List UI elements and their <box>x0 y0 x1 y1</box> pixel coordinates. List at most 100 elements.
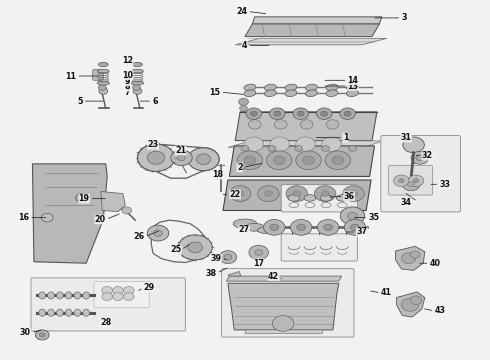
Polygon shape <box>235 39 387 45</box>
Circle shape <box>401 253 416 264</box>
Text: 17: 17 <box>253 259 264 268</box>
Circle shape <box>343 186 364 202</box>
Circle shape <box>297 111 304 116</box>
Circle shape <box>322 145 330 151</box>
Ellipse shape <box>326 90 338 96</box>
Ellipse shape <box>74 292 81 299</box>
Circle shape <box>154 230 162 236</box>
Circle shape <box>41 213 53 222</box>
Circle shape <box>321 191 329 197</box>
Circle shape <box>303 156 315 165</box>
Circle shape <box>224 254 232 260</box>
Text: 21: 21 <box>175 146 186 155</box>
Circle shape <box>410 251 420 258</box>
Text: 23: 23 <box>147 140 159 149</box>
Circle shape <box>295 145 303 151</box>
Circle shape <box>402 178 420 191</box>
Circle shape <box>123 287 134 294</box>
Circle shape <box>344 111 351 116</box>
Circle shape <box>347 212 357 220</box>
Circle shape <box>293 108 309 120</box>
Polygon shape <box>228 271 241 276</box>
Circle shape <box>188 242 202 253</box>
Polygon shape <box>245 330 323 333</box>
Text: 43: 43 <box>435 306 445 315</box>
Polygon shape <box>32 164 107 263</box>
Circle shape <box>240 105 247 111</box>
Ellipse shape <box>265 84 276 91</box>
Circle shape <box>237 151 263 170</box>
Text: 27: 27 <box>239 225 249 234</box>
Circle shape <box>196 154 211 165</box>
Text: 25: 25 <box>171 246 181 255</box>
Circle shape <box>324 224 332 230</box>
Polygon shape <box>223 180 371 211</box>
Ellipse shape <box>244 90 256 96</box>
Ellipse shape <box>305 84 318 91</box>
Circle shape <box>258 186 279 202</box>
Circle shape <box>315 186 336 202</box>
Circle shape <box>138 144 174 171</box>
Text: 30: 30 <box>20 328 31 337</box>
Ellipse shape <box>48 309 54 316</box>
Text: 36: 36 <box>343 192 355 201</box>
Text: 42: 42 <box>268 271 279 280</box>
Polygon shape <box>101 192 125 212</box>
Polygon shape <box>396 292 425 317</box>
Circle shape <box>317 108 332 120</box>
Circle shape <box>133 88 142 94</box>
Circle shape <box>248 120 261 129</box>
Circle shape <box>416 155 424 161</box>
Circle shape <box>413 179 419 183</box>
Circle shape <box>349 191 357 197</box>
Circle shape <box>133 85 141 90</box>
Circle shape <box>236 191 244 197</box>
Text: 10: 10 <box>122 71 133 80</box>
Circle shape <box>411 151 429 164</box>
Circle shape <box>229 186 251 202</box>
Circle shape <box>297 224 306 230</box>
FancyBboxPatch shape <box>281 185 357 212</box>
Circle shape <box>344 220 366 235</box>
Ellipse shape <box>131 81 144 85</box>
Circle shape <box>122 207 132 214</box>
Circle shape <box>403 137 424 153</box>
Circle shape <box>322 137 341 151</box>
Ellipse shape <box>97 81 109 85</box>
Circle shape <box>75 194 87 202</box>
Polygon shape <box>245 24 379 37</box>
Circle shape <box>249 245 269 260</box>
FancyBboxPatch shape <box>281 234 357 261</box>
Circle shape <box>123 293 134 301</box>
Ellipse shape <box>65 292 72 299</box>
Ellipse shape <box>233 219 257 229</box>
Circle shape <box>244 156 256 165</box>
Circle shape <box>188 148 219 171</box>
Text: 28: 28 <box>100 318 111 327</box>
Circle shape <box>219 251 237 264</box>
Ellipse shape <box>74 309 81 316</box>
FancyBboxPatch shape <box>221 269 354 337</box>
Circle shape <box>102 293 113 301</box>
Ellipse shape <box>56 309 63 316</box>
Ellipse shape <box>65 309 72 316</box>
Ellipse shape <box>326 84 338 91</box>
Circle shape <box>291 220 312 235</box>
Circle shape <box>98 85 106 90</box>
Text: 38: 38 <box>205 269 217 278</box>
FancyBboxPatch shape <box>93 69 103 80</box>
Text: 9: 9 <box>125 77 130 86</box>
Circle shape <box>255 249 263 255</box>
Circle shape <box>326 120 339 129</box>
Polygon shape <box>252 17 382 24</box>
Circle shape <box>239 98 248 105</box>
Circle shape <box>348 145 356 151</box>
Polygon shape <box>228 283 339 330</box>
Text: 16: 16 <box>18 213 29 222</box>
Text: 15: 15 <box>210 87 220 96</box>
Text: 41: 41 <box>381 288 392 297</box>
Text: 26: 26 <box>134 232 145 241</box>
Circle shape <box>410 296 422 305</box>
Ellipse shape <box>245 224 265 231</box>
Circle shape <box>244 137 264 151</box>
